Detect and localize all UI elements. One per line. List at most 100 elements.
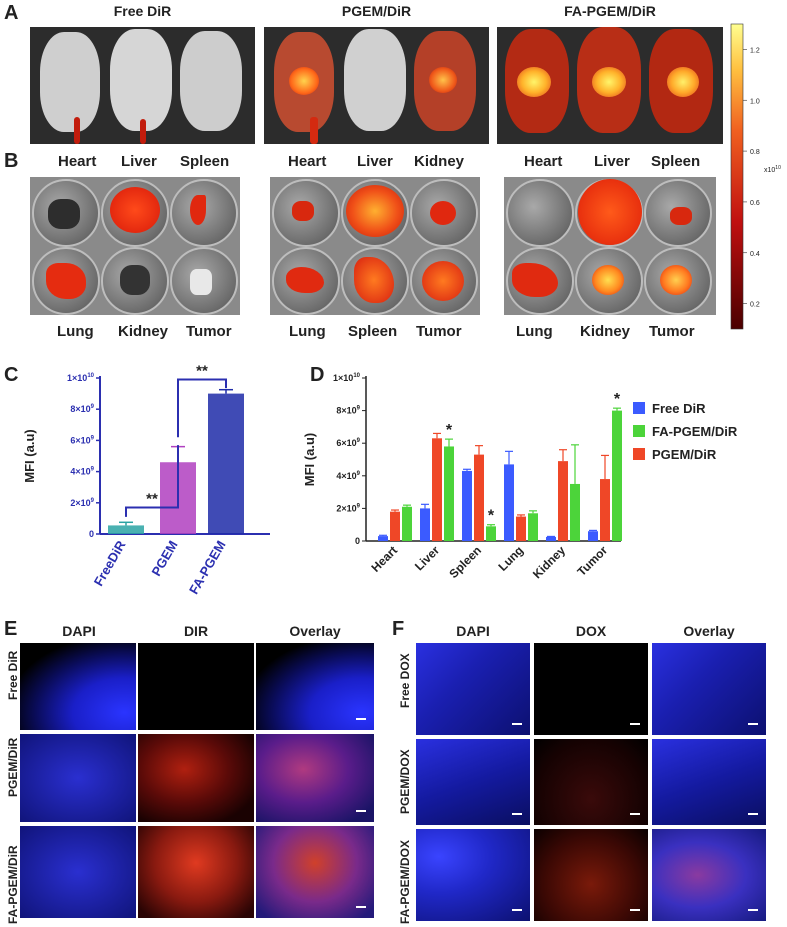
micrograph-e-dapi-fa-pgem <box>20 826 136 918</box>
micrograph-f-dox-free <box>534 643 648 735</box>
micrograph-e-dir-fa-pgem <box>138 826 254 918</box>
organ-label: Tumor <box>649 323 695 340</box>
panel-e-col-overlay: Overlay <box>289 623 341 639</box>
panel-f-col-overlay: Overlay <box>683 623 735 639</box>
chart-c: 0 2×109 4×109 6×109 8×109 1×1010 MFI (a.u) Free… <box>22 363 270 597</box>
organ-label: Tumor <box>186 323 232 340</box>
organ-label: Liver <box>121 153 157 170</box>
organ-label: Heart <box>288 153 327 170</box>
colorbar-gradient <box>730 23 744 330</box>
panel-a-title-free-dir: Free DiR <box>113 3 172 19</box>
bar <box>546 536 556 541</box>
y-tick-label: 8×109 <box>70 404 94 414</box>
chart-d: 0 2×109 4×109 6×109 8×109 1×1010 MFI (a.u) Hear… <box>302 373 738 581</box>
legend-swatch <box>633 402 645 414</box>
x-tick-label: Liver <box>412 543 442 573</box>
y-tick-label: 1×1010 <box>333 373 361 383</box>
organ-label: Kidney <box>580 323 631 340</box>
bar <box>432 438 442 541</box>
bar <box>444 446 454 541</box>
legend-item-label: PGEM/DiR <box>652 447 717 462</box>
x-tick-label: PGEM <box>148 538 180 579</box>
bar <box>588 531 598 541</box>
significance-star: * <box>488 508 495 525</box>
organ-label: Spleen <box>651 153 701 170</box>
panel-e-row-pgem-dir: PGEM/DiR <box>6 737 20 797</box>
micrograph-f-dapi-fa-pgem <box>416 829 530 921</box>
micrograph-f-overlay-fa-pgem <box>652 829 766 921</box>
mouse-image-fa-pgem-dir <box>497 27 723 144</box>
bar <box>600 479 610 541</box>
panel-f-col-dox: DOX <box>575 623 607 639</box>
significance-star: * <box>446 422 453 439</box>
colorbar-tick-label: 0.4 <box>750 251 760 258</box>
bar <box>378 536 388 541</box>
panel-letter-b: B <box>4 150 19 172</box>
bar <box>486 526 496 541</box>
panel-f-row-pgem-dox: PGEM/DOX <box>398 749 412 814</box>
organ-label: Liver <box>594 153 630 170</box>
organ-plate-pgem-dir <box>270 177 480 315</box>
panel-f-row-free-dox: Free DOX <box>398 653 412 708</box>
organ-label: Kidney <box>118 323 169 340</box>
y-tick-label: 0 <box>89 529 94 539</box>
micrograph-e-overlay-free <box>256 643 374 730</box>
bar <box>558 461 568 541</box>
x-tick-label: Kidney <box>530 543 568 581</box>
significance-star: * <box>614 391 621 408</box>
organ-label: Lung <box>57 323 94 340</box>
y-tick-label: 2×109 <box>336 503 360 513</box>
y-axis-label: MFI (a.u) <box>22 429 37 482</box>
organ-plate-free-dir <box>30 177 240 315</box>
colorbar-tick-label: 0.6 <box>750 200 760 207</box>
y-axis-label: MFI (a.u) <box>302 433 317 486</box>
legend-swatch <box>633 448 645 460</box>
panel-f-col-dapi: DAPI <box>456 623 490 639</box>
bar <box>420 508 430 541</box>
micrograph-e-dir-pgem <box>138 734 254 822</box>
panel-letter-e: E <box>4 618 18 640</box>
organ-label: Kidney <box>414 153 465 170</box>
organ-label: Heart <box>58 153 97 170</box>
bar <box>504 464 514 541</box>
micrograph-f-dox-pgem <box>534 739 648 825</box>
mouse-image-pgem-dir <box>264 27 489 144</box>
micrograph-e-overlay-fa-pgem <box>256 826 374 918</box>
legend-item-label: FA-PGEM/DiR <box>652 424 738 439</box>
organ-label: Spleen <box>180 153 230 170</box>
bar <box>474 454 484 541</box>
y-tick-label: 2×109 <box>70 498 94 508</box>
x-tick-label: FA-PGEM <box>186 538 229 597</box>
panel-letter-a: A <box>4 2 19 24</box>
colorbar-tick-label: 0.8 <box>750 149 760 156</box>
panel-e-row-fa-pgem-dir: FA-PGEM/DiR <box>6 845 20 924</box>
micrograph-e-dapi-free <box>20 643 136 730</box>
bar <box>612 410 622 541</box>
legend-swatch <box>633 425 645 437</box>
x-tick-label: Spleen <box>446 543 484 581</box>
panel-e-col-dir: DIR <box>183 623 209 639</box>
y-tick-label: 6×109 <box>336 438 360 448</box>
micrograph-f-overlay-pgem <box>652 739 766 825</box>
bar <box>108 525 144 534</box>
panel-a-title-pgem-dir: PGEM/DiR <box>341 3 412 19</box>
panel-e-col-dapi: DAPI <box>62 623 96 639</box>
micrograph-f-overlay-free <box>652 643 766 735</box>
micrograph-e-overlay-pgem <box>256 734 374 822</box>
y-tick-label: 4×109 <box>336 471 360 481</box>
panel-letter-f: F <box>392 618 405 640</box>
bar <box>528 513 538 541</box>
significance-label: ** <box>196 363 208 380</box>
significance-label: ** <box>146 490 158 507</box>
y-tick-label: 0 <box>355 536 360 546</box>
organ-label: Liver <box>357 153 393 170</box>
y-tick-label: 6×109 <box>70 435 94 445</box>
organ-label: Tumor <box>416 323 462 340</box>
panel-letter-c: C <box>4 364 19 386</box>
y-tick-label: 1×1010 <box>67 373 95 383</box>
micrograph-f-dox-fa-pgem <box>534 829 648 921</box>
significance-bracket <box>177 378 227 438</box>
bar <box>570 483 580 541</box>
organ-label: Lung <box>289 323 326 340</box>
bar <box>390 511 400 541</box>
